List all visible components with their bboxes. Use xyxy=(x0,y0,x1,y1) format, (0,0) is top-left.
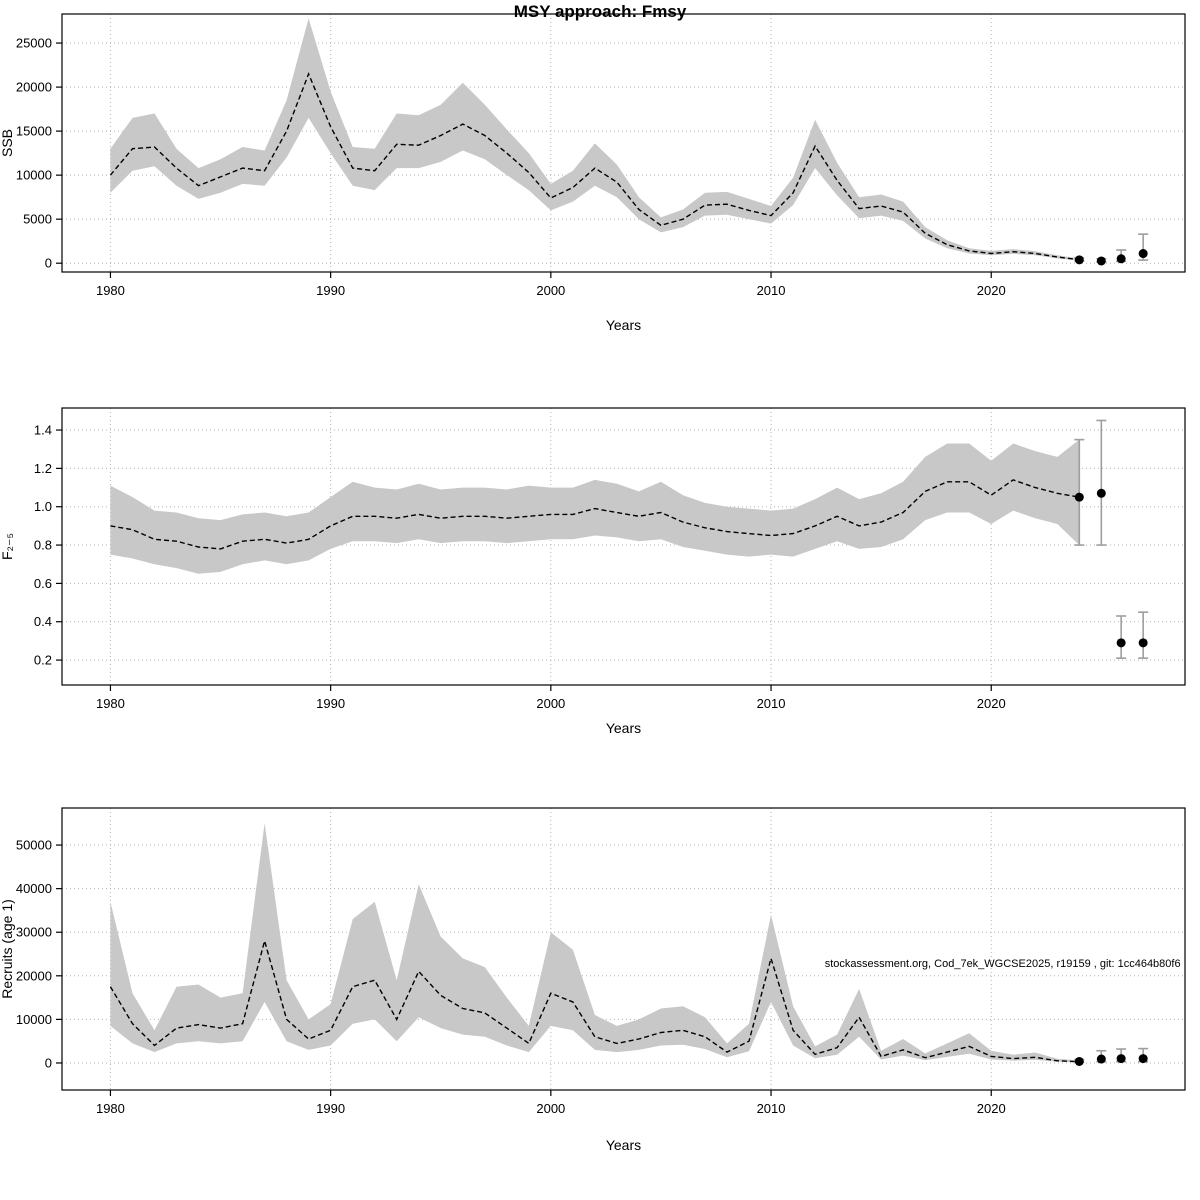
forecast-point xyxy=(1074,255,1084,265)
y-axis: 0 5000 10000 15000 20000 25000 xyxy=(16,36,62,271)
forecast-point xyxy=(1138,249,1148,259)
y-tick-label: 30000 xyxy=(16,925,52,940)
x-tick-label: 1980 xyxy=(96,1101,125,1116)
x-tick-label: 1980 xyxy=(96,283,125,298)
confidence-band xyxy=(110,18,1080,261)
mean-line xyxy=(109,938,1080,1063)
forecast-point xyxy=(1116,254,1126,264)
x-tick-label: 2010 xyxy=(757,1101,786,1116)
y-tick-label: 0 xyxy=(45,256,52,271)
forecast-point xyxy=(1074,1056,1084,1066)
figure-title: MSY approach: Fmsy xyxy=(513,2,687,21)
forecast-points xyxy=(1074,233,1149,266)
x-tick-label: 1980 xyxy=(96,696,125,711)
x-axis: 1980 1990 2000 2010 2020 xyxy=(96,272,1006,298)
x-tick-label: 2010 xyxy=(757,283,786,298)
x-tick-label: 2000 xyxy=(536,1101,565,1116)
y-tick-label: 1.0 xyxy=(34,499,52,514)
x-tick-label: 2000 xyxy=(536,696,565,711)
forecast-point xyxy=(1096,488,1106,498)
forecast-point xyxy=(1116,638,1126,648)
y-axis: 0.2 0.4 0.6 0.8 1.0 1.2 1.4 xyxy=(34,423,62,668)
forecast-points xyxy=(1074,1047,1149,1066)
panel-2: 1980 1990 2000 2010 2020 0.2 0.4 0.6 0.8 1.0 1.2 1.… xyxy=(0,407,1186,736)
forecast-point xyxy=(1138,638,1148,648)
y-tick-label: 20000 xyxy=(16,968,52,983)
y-tick-label: 0.6 xyxy=(34,576,52,591)
y-axis-label: SSB xyxy=(0,129,15,157)
x-tick-label: 1990 xyxy=(316,283,345,298)
plot-box xyxy=(61,13,1186,273)
y-tick-label: 0.4 xyxy=(34,614,52,629)
x-axis-label: Years xyxy=(606,317,641,333)
mean-line xyxy=(110,479,1080,550)
forecast-point xyxy=(1096,256,1106,266)
x-tick-label: 2020 xyxy=(977,283,1006,298)
y-tick-label: 10000 xyxy=(16,1012,52,1027)
x-axis: 1980 1990 2000 2010 2020 xyxy=(96,1090,1006,1116)
x-tick-label: 1990 xyxy=(316,696,345,711)
y-tick-label: 0 xyxy=(45,1055,52,1070)
y-tick-label: 10000 xyxy=(16,168,52,183)
x-axis: 1980 1990 2000 2010 2020 xyxy=(96,685,1006,711)
x-axis-label: Years xyxy=(606,1137,641,1153)
x-axis-label: Years xyxy=(606,720,641,736)
source-annotation: stockassessment.org, Cod_7ek_WGCSE2025, … xyxy=(825,958,1181,970)
forecast-points xyxy=(1074,419,1149,659)
confidence-band xyxy=(110,439,1080,574)
y-axis-label: F₂₋₅ xyxy=(0,533,15,560)
plot-box xyxy=(61,807,1186,1091)
y-tick-label: 1.4 xyxy=(34,423,52,438)
forecast-point xyxy=(1074,492,1084,502)
confidence-band xyxy=(110,823,1080,1063)
y-tick-label: 20000 xyxy=(16,80,52,95)
plot-box xyxy=(61,407,1186,686)
x-tick-label: 2020 xyxy=(977,696,1006,711)
y-tick-label: 1.2 xyxy=(34,461,52,476)
y-tick-label: 5000 xyxy=(23,212,52,227)
y-tick-label: 0.8 xyxy=(34,538,52,553)
x-tick-label: 2020 xyxy=(977,1101,1006,1116)
y-tick-label: 50000 xyxy=(16,838,52,853)
forecast-point xyxy=(1138,1054,1148,1064)
forecast-point xyxy=(1096,1054,1106,1064)
x-tick-label: 2010 xyxy=(757,696,786,711)
y-tick-label: 15000 xyxy=(16,124,52,139)
y-axis-label: Recruits (age 1) xyxy=(0,899,15,999)
y-tick-label: 0.2 xyxy=(34,653,52,668)
grid-lines xyxy=(62,14,1185,272)
panel-3: 1980 1990 2000 2010 2020 0 10000 20000 30000 4000… xyxy=(0,807,1186,1153)
mean-line xyxy=(109,72,1080,261)
y-tick-label: 40000 xyxy=(16,881,52,896)
x-tick-label: 1990 xyxy=(316,1101,345,1116)
y-axis: 0 10000 20000 30000 40000 50000 xyxy=(16,838,62,1070)
x-tick-label: 2000 xyxy=(536,283,565,298)
panel-1: 1980 1990 2000 2010 2020 0 5000 10000 15000 20000… xyxy=(0,13,1186,333)
forecast-point xyxy=(1116,1054,1126,1064)
y-tick-label: 25000 xyxy=(16,36,52,51)
